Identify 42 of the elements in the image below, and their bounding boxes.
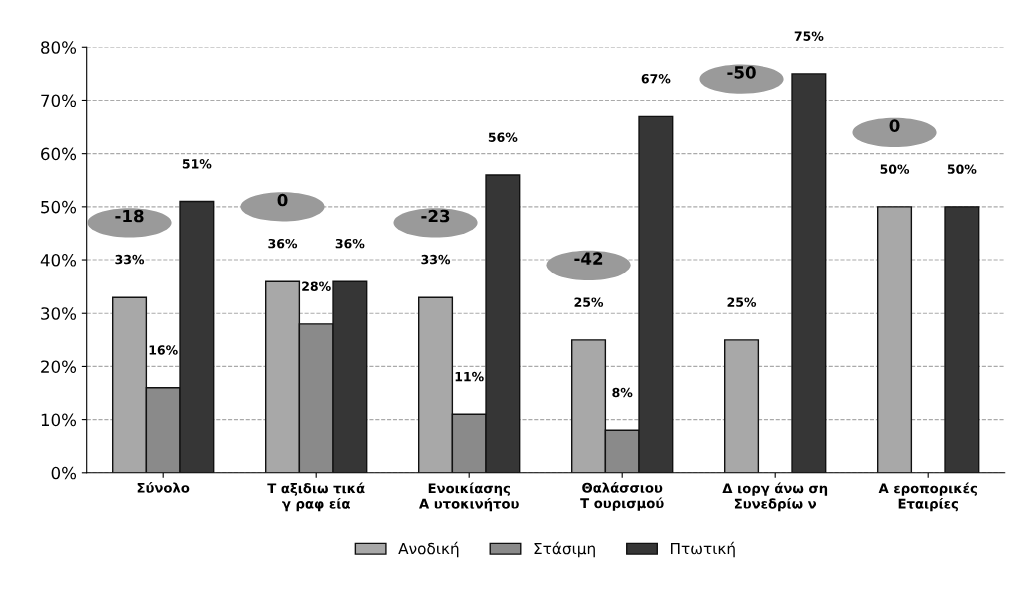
text: 36%: [335, 238, 365, 249]
bar: [791, 73, 827, 473]
legend-label: Ανοδική: [398, 541, 459, 558]
x-tick-label: Σύνολο: [137, 481, 190, 493]
annotation: -18: [115, 209, 144, 223]
y-tick-label: 0%: [51, 466, 77, 480]
text: 8%: [612, 387, 633, 398]
x-tick-label: Α εροπορικές Εταιρίες: [878, 482, 977, 512]
annotation: -42: [574, 252, 603, 265]
y-tick-label: 40%: [40, 254, 77, 267]
text: 33%: [115, 254, 145, 265]
legend-label: Πτωτική: [671, 541, 735, 558]
text: 75%: [794, 31, 824, 41]
text: 50%: [880, 164, 910, 174]
annotation: -23: [421, 209, 450, 223]
y-tick-label: 50%: [41, 200, 77, 214]
text: 16%: [149, 345, 178, 355]
bar: [944, 206, 980, 473]
annotation: 0: [889, 119, 900, 132]
y-tick-label: 80%: [41, 41, 77, 54]
text: 50%: [947, 164, 977, 174]
x-tick-label: Δ ιοργ άνω ση Συνεδρίω ν: [722, 482, 828, 512]
text: 36%: [268, 238, 298, 249]
legend-label: Στάσιμη: [534, 541, 595, 558]
text: 56%: [488, 132, 518, 142]
y-tick-label: 30%: [41, 307, 77, 320]
text: 25%: [727, 297, 757, 307]
y-tick-label: 60%: [41, 147, 77, 161]
x-tick-label: Τ αξιδιω τικά γ ραφ εία: [267, 482, 365, 512]
y-tick-label: 10%: [41, 413, 77, 427]
y-tick-label: 20%: [41, 360, 77, 373]
text: 67%: [641, 73, 671, 84]
annotation: -50: [727, 66, 756, 79]
x-tick-label: Ενοικίασης Α υτοκινήτου: [419, 482, 519, 512]
y-tick-label: 70%: [41, 94, 77, 108]
x-tick-label: Θαλάσσιου Τ ουρισμού: [580, 481, 664, 511]
annotation: 0: [277, 193, 288, 207]
text: 33%: [421, 254, 451, 265]
text: 25%: [574, 297, 604, 307]
text: 11%: [455, 371, 484, 382]
text: 51%: [182, 159, 212, 169]
text: 28%: [302, 281, 331, 291]
